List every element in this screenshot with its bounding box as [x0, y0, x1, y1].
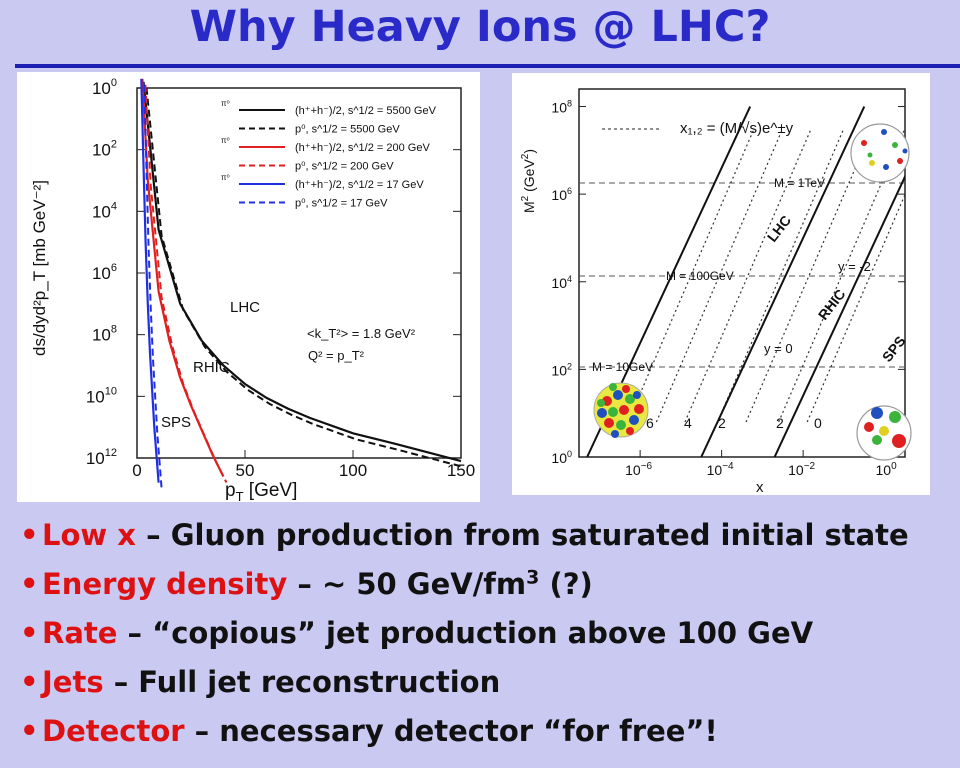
curve-rhic-solid [141, 78, 225, 477]
x-tick-label-right-chart: 100 [875, 461, 897, 478]
legend-label: p⁰, s^1/2 = 200 GeV [295, 161, 394, 173]
rapidity-contour [745, 128, 873, 423]
slide-title: Why Heavy Ions @ LHC? [189, 2, 771, 52]
formula-text: x₁,₂ = (M/√s)e^±y [680, 120, 794, 137]
rapidity-contour [655, 128, 784, 423]
x-tick-label: 100 [339, 461, 367, 480]
curve-sps-dashed [143, 84, 163, 489]
x-tick-label-right-chart: 10−2 [788, 461, 815, 478]
sparse-nucleus-icon [850, 123, 910, 183]
bullet-detector: • Detector – necessary detector “for free… [20, 714, 718, 748]
legend-prefix: π⁰ [221, 173, 230, 182]
y-tick-label: 102 [92, 139, 117, 160]
legend-prefix: π⁰ [221, 99, 230, 108]
kt-annotation: <k_T²> = 1.8 GeV² [307, 326, 416, 341]
legend-label: (h⁺+h⁻)/2, s^1/2 = 200 GeV [295, 142, 430, 154]
legend-label: (h⁺+h⁻)/2, s^1/2 = 17 GeV [295, 179, 424, 191]
medium-nucleus-icon [856, 405, 912, 461]
rapidity-contour [627, 128, 755, 423]
pt-spectrum-chart: 100 102 104 106 108 1010 1012 0 50 100 150 π⁰ (h⁺+… [17, 72, 480, 504]
lhc-label: LHC [230, 299, 260, 316]
rapidity-contour [684, 128, 812, 423]
curve-lhc-solid [142, 81, 462, 463]
y-tick-label: 100 [92, 77, 117, 98]
kinematic-plane-chart: 108 106 104 102 100 10−6 10−4 10−2 100 x₁,₂ = (… [512, 73, 930, 496]
legend-label: p⁰, s^1/2 = 17 GeV [295, 198, 388, 210]
kinematic-limit-sps [773, 174, 905, 457]
sps-label: SPS [161, 414, 191, 431]
x-tick-label-right-chart: 10−6 [625, 461, 652, 478]
bullet-list: • Low x – Gluon production from saturated… [20, 518, 950, 763]
y-tick-label: 106 [92, 262, 117, 283]
y-axis-label-right: M2 (GeV2) [520, 149, 537, 213]
x-tick-label: 0 [132, 461, 141, 480]
pt-spectrum-svg: 100 102 104 106 108 1010 1012 0 50 100 150 π⁰ (h⁺+… [30, 77, 475, 504]
y-axis-label: ds/dyd²p_T [mb GeV⁻²] [30, 180, 49, 356]
curve-rhic-dashed [144, 84, 228, 483]
x-axis-label: pT [GeV] [225, 480, 297, 502]
rhic-label: RHIC [193, 359, 230, 376]
y-tick-label-right-chart: 104 [551, 274, 572, 291]
y-tick-label-right-chart: 100 [551, 449, 572, 466]
y-tick-label-right-chart: 102 [551, 361, 572, 378]
y-tick-label: 1010 [86, 385, 117, 406]
legend-prefix: π⁰ [221, 136, 230, 145]
kinematic-plane-svg: 108 106 104 102 100 10−6 10−4 10−2 100 x₁,₂ = (… [520, 88, 912, 496]
rapidity-label-minus2: y = -2 [838, 259, 871, 274]
legend-label: (h⁺+h⁻)/2, s^1/2 = 5500 GeV [295, 105, 437, 117]
curve-sps-solid [140, 78, 160, 483]
rapidity-value-0: 0 [814, 415, 822, 431]
x-axis-label-right: x [756, 479, 764, 495]
bullet-energy-density: • Energy density – ~ 50 GeV/fm3 (?) [20, 566, 593, 601]
y-tick-label: 104 [92, 200, 117, 221]
rapidity-label-0: y = 0 [764, 341, 793, 356]
q2-annotation: Q² = p_T² [308, 348, 365, 363]
dense-nucleus-icon [593, 382, 649, 438]
bullet-low-x: • Low x – Gluon production from saturated… [20, 518, 909, 552]
curve-lhc-dashed [145, 87, 465, 469]
mass-label-10gev: M = 10GeV [592, 360, 653, 374]
rapidity-contour [716, 128, 845, 423]
kinematic-limit-rhic [700, 106, 866, 457]
y-tick-label: 1012 [86, 447, 117, 468]
mass-label-1tev: M = 1TeV [774, 176, 825, 190]
x-tick-label: 50 [236, 461, 255, 480]
rapidity-value-4: 4 [684, 415, 692, 431]
title-underline [15, 64, 960, 68]
y-tick-label: 108 [92, 324, 117, 345]
plot-frame [136, 87, 462, 459]
legend-label: p⁰, s^1/2 = 5500 GeV [295, 124, 400, 136]
bullet-rate: • Rate – “copious” jet production above 1… [20, 616, 814, 650]
x-tick-label-right-chart: 10−4 [707, 461, 734, 478]
rapidity-value-6: 6 [646, 415, 654, 431]
rapidity-value-2b: 2 [776, 415, 784, 431]
x-tick-label: 150 [447, 461, 475, 480]
y-tick-label-right-chart: 106 [551, 186, 572, 203]
rapidity-value-2a: 2 [718, 415, 726, 431]
mass-label-100gev: M = 100GeV [666, 269, 734, 283]
y-tick-label-right-chart: 108 [551, 99, 572, 116]
bullet-jets: • Jets – Full jet reconstruction [20, 665, 501, 699]
